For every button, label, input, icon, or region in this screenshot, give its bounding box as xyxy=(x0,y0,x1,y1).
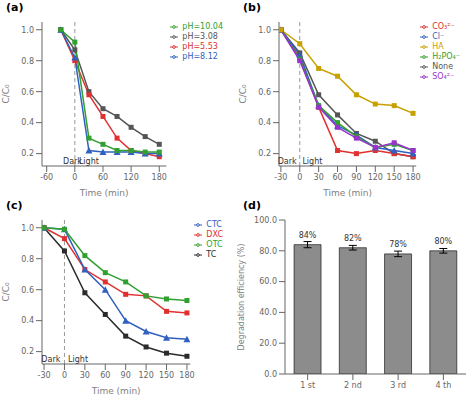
svg-text:90: 90 xyxy=(351,173,361,182)
html-text:pH=5.53: pH=5.53 xyxy=(182,42,218,51)
svg-text:60.0: 60.0 xyxy=(259,277,277,286)
svg-text:0.4: 0.4 xyxy=(258,118,271,127)
svg-text:0.6: 0.6 xyxy=(21,286,34,295)
svg-text:0.8: 0.8 xyxy=(21,255,34,264)
svg-text:80.0: 80.0 xyxy=(259,247,277,256)
html-text:(b): (b) xyxy=(243,1,261,14)
svg-text:-60: -60 xyxy=(40,173,53,182)
svg-text:120: 120 xyxy=(123,173,138,182)
html-text:OTC: OTC xyxy=(206,240,223,249)
html-text:pH=3.08: pH=3.08 xyxy=(182,32,218,41)
svg-text:1.0: 1.0 xyxy=(21,26,34,35)
svg-text:Light: Light xyxy=(302,157,322,166)
svg-text:0.6: 0.6 xyxy=(21,88,34,97)
svg-text:2 nd: 2 nd xyxy=(344,381,362,390)
svg-text:30: 30 xyxy=(80,371,90,380)
svg-text:0: 0 xyxy=(297,173,302,182)
svg-text:C/C₀: C/C₀ xyxy=(1,84,11,104)
html-text:CO₃²⁻: CO₃²⁻ xyxy=(432,22,455,31)
svg-text:100.0: 100.0 xyxy=(254,216,277,225)
html-text:SO₄²⁻: SO₄²⁻ xyxy=(432,72,455,81)
svg-text:Time (min): Time (min) xyxy=(91,386,141,396)
svg-text:40.0: 40.0 xyxy=(259,308,277,317)
svg-text:78%: 78% xyxy=(389,240,407,249)
svg-text:Dark: Dark xyxy=(41,355,60,364)
svg-text:0.4: 0.4 xyxy=(21,316,34,325)
html-text:(d): (d) xyxy=(243,199,261,212)
svg-text:C/C₀: C/C₀ xyxy=(238,84,248,104)
svg-text:Time (min): Time (min) xyxy=(322,188,372,198)
svg-text:0: 0 xyxy=(62,371,67,380)
svg-text:C/C₀: C/C₀ xyxy=(1,282,11,302)
svg-text:Dark: Dark xyxy=(63,157,82,166)
svg-text:0.2: 0.2 xyxy=(21,149,34,158)
svg-text:30: 30 xyxy=(314,173,324,182)
svg-text:-30: -30 xyxy=(274,173,287,182)
html-text:(a): (a) xyxy=(6,1,24,14)
svg-text:0.6: 0.6 xyxy=(258,88,271,97)
svg-text:Dark: Dark xyxy=(278,157,297,166)
html-text:DXC: DXC xyxy=(206,230,223,239)
svg-text:60: 60 xyxy=(100,371,110,380)
svg-text:82%: 82% xyxy=(344,234,362,243)
html-text:(c): (c) xyxy=(6,199,23,212)
svg-text:60: 60 xyxy=(332,173,342,182)
html-text:CTC: CTC xyxy=(206,220,222,229)
svg-text:120: 120 xyxy=(368,173,383,182)
svg-text:Degradation efficiency (%): Degradation efficiency (%) xyxy=(237,244,246,351)
svg-text:180: 180 xyxy=(405,173,420,182)
svg-text:1.0: 1.0 xyxy=(21,224,34,233)
svg-text:84%: 84% xyxy=(299,231,317,240)
svg-text:180: 180 xyxy=(152,173,167,182)
svg-text:0.8: 0.8 xyxy=(258,57,271,66)
svg-text:3 rd: 3 rd xyxy=(390,381,406,390)
svg-text:0: 0 xyxy=(72,173,77,182)
svg-text:1 st: 1 st xyxy=(300,381,315,390)
html-text:Cl⁻: Cl⁻ xyxy=(432,32,445,41)
svg-text:4 th: 4 th xyxy=(435,381,451,390)
svg-text:0.2: 0.2 xyxy=(21,347,34,356)
svg-text:0.2: 0.2 xyxy=(258,149,271,158)
svg-text:Time (min): Time (min) xyxy=(79,188,129,198)
html-text:pH=8.12: pH=8.12 xyxy=(182,52,218,61)
svg-text:90: 90 xyxy=(121,371,131,380)
html-text:TC: TC xyxy=(206,250,217,259)
html-text:None: None xyxy=(432,62,454,71)
svg-text:Light: Light xyxy=(68,355,88,364)
svg-text:Light: Light xyxy=(79,157,99,166)
svg-text:0.4: 0.4 xyxy=(21,118,34,127)
svg-text:1.0: 1.0 xyxy=(258,26,271,35)
svg-text:0.8: 0.8 xyxy=(21,57,34,66)
svg-text:80%: 80% xyxy=(434,237,452,246)
svg-text:-30: -30 xyxy=(38,371,51,380)
svg-text:20.0: 20.0 xyxy=(259,339,277,348)
svg-text:150: 150 xyxy=(387,173,402,182)
svg-text:0.0: 0.0 xyxy=(264,370,277,379)
svg-text:60: 60 xyxy=(98,173,108,182)
svg-text:180: 180 xyxy=(179,371,194,380)
html-text:H₂PO₄⁻: H₂PO₄⁻ xyxy=(432,52,460,61)
svg-text:150: 150 xyxy=(159,371,174,380)
svg-text:120: 120 xyxy=(138,371,153,380)
html-text:HA: HA xyxy=(432,42,444,51)
html-text:pH=10.04: pH=10.04 xyxy=(182,22,223,31)
